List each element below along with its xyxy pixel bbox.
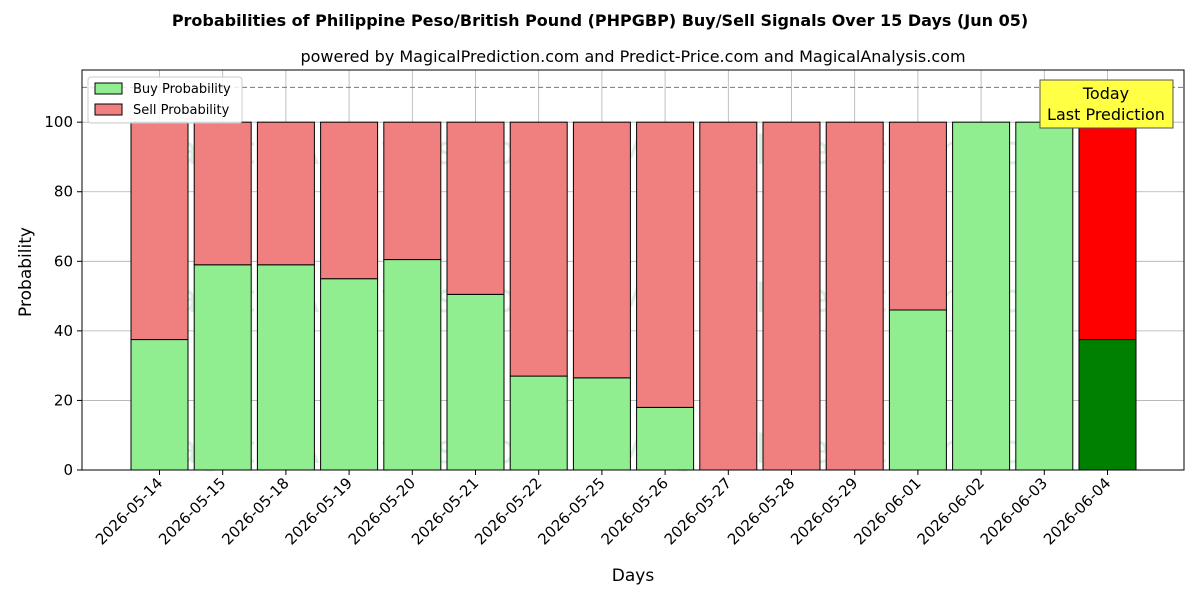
bar-buy: [130, 339, 189, 471]
y-tick-label: 80: [54, 183, 73, 201]
x-tick-label: 2026-06-02: [914, 474, 988, 548]
y-tick-label: 60: [54, 252, 73, 270]
bar-sell: [320, 121, 379, 280]
bar-sell: [256, 121, 315, 266]
y-tick-label: 0: [63, 461, 73, 479]
legend: Buy Probability Sell Probability: [87, 76, 243, 124]
today-annotation: Today Last Prediction: [1039, 79, 1174, 129]
bar-sell: [888, 121, 947, 311]
bar-sell: [130, 121, 189, 341]
x-tick-label: 2026-05-29: [787, 474, 861, 548]
bar-buy: [446, 293, 505, 471]
bars: [130, 121, 1137, 471]
bar-buy: [193, 264, 252, 471]
bar-buy: [320, 278, 379, 471]
bar-sell: [825, 121, 884, 471]
bar-buy: [383, 259, 442, 471]
x-tick-label: 2026-06-01: [850, 474, 924, 548]
bar-sell: [762, 121, 821, 471]
legend-swatch: [94, 103, 123, 116]
bar-buy: [952, 121, 1011, 471]
bar-buy: [509, 375, 568, 471]
x-tick-label: 2026-05-21: [408, 474, 482, 548]
x-tick-label: 2026-05-27: [661, 474, 735, 548]
bar-buy: [572, 377, 631, 471]
x-axis-label: Days: [612, 566, 655, 586]
x-tick-label: 2026-05-28: [724, 474, 798, 548]
legend-label: Buy Probability: [133, 82, 231, 97]
x-tick-label: 2026-05-15: [155, 474, 229, 548]
x-ticks: 2026-05-142026-05-152026-05-182026-05-19…: [92, 470, 1114, 548]
y-ticks: 0 20 40 60 80 100: [44, 113, 82, 479]
bar-sell: [572, 121, 631, 379]
bar-sell: [446, 121, 505, 295]
x-tick-label: 2026-06-03: [977, 474, 1051, 548]
y-tick-label: 20: [54, 391, 73, 409]
bar-sell: [699, 121, 758, 471]
y-tick-label: 100: [44, 113, 73, 131]
chart-title: Probabilities of Philippine Peso/British…: [172, 11, 1028, 30]
x-tick-label: 2026-05-26: [598, 474, 672, 548]
x-tick-label: 2026-05-14: [92, 474, 166, 548]
annotation-box: [1039, 79, 1174, 129]
bar-buy: [636, 406, 695, 471]
x-tick-label: 2026-06-04: [1040, 474, 1114, 548]
x-tick-label: 2026-05-22: [471, 474, 545, 548]
annotation-text: Last Prediction: [1047, 105, 1165, 124]
bar-buy: [256, 264, 315, 471]
x-tick-label: 2026-05-25: [534, 474, 608, 548]
y-axis-label: Probability: [16, 227, 36, 317]
bar-buy: [888, 309, 947, 471]
chart-subtitle: powered by MagicalPrediction.com and Pre…: [300, 47, 965, 66]
bar-buy: [1078, 339, 1137, 471]
legend-swatch: [94, 82, 123, 95]
bar-sell: [1078, 121, 1137, 341]
bar-sell: [383, 121, 442, 261]
plot-frame: [81, 69, 1185, 471]
x-tick-label: 2026-05-20: [345, 474, 419, 548]
legend-label: Sell Probability: [133, 103, 230, 118]
x-tick-label: 2026-05-19: [282, 474, 356, 548]
bar-sell: [509, 121, 568, 377]
bar-sell: [636, 121, 695, 408]
bar-buy: [1015, 121, 1074, 471]
x-tick-label: 2026-05-18: [218, 474, 292, 548]
y-tick-label: 40: [54, 322, 73, 340]
legend-box: [87, 76, 243, 124]
annotation-text: Today: [1082, 84, 1129, 103]
bar-sell: [193, 121, 252, 266]
